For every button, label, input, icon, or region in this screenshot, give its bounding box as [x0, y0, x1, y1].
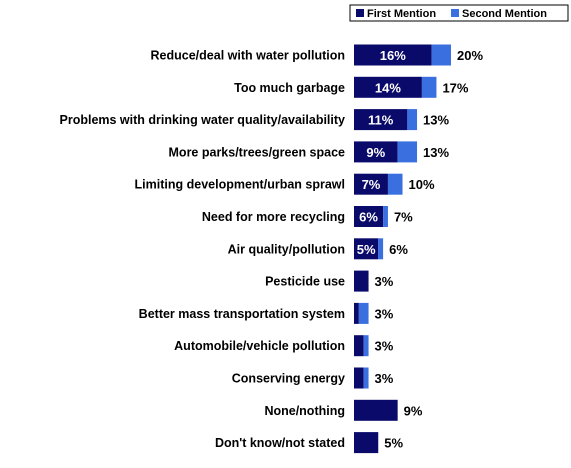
first-mention-value-label: 5%: [357, 242, 376, 257]
legend-swatch-second-mention: [451, 9, 459, 17]
total-value-label: 10%: [409, 177, 435, 192]
category-label: None/nothing: [264, 404, 345, 418]
bar-second-mention: [397, 141, 418, 163]
bar-first-mention: [354, 335, 364, 357]
bar-second-mention: [358, 302, 369, 324]
bar-first-mention: [354, 141, 398, 163]
total-value-label: 3%: [375, 339, 394, 354]
first-mention-value-label: 14%: [375, 80, 401, 95]
category-label: Need for more recycling: [202, 210, 345, 224]
total-value-label: 3%: [375, 306, 394, 321]
total-value-label: 3%: [375, 371, 394, 386]
bar-first-mention: [354, 109, 408, 131]
bar-second-mention: [407, 109, 418, 131]
category-label: Air quality/pollution: [228, 242, 345, 256]
bar-second-mention: [387, 173, 403, 195]
bar-first-mention: [354, 173, 388, 195]
category-label: Problems with drinking water quality/ava…: [60, 113, 346, 127]
total-value-label: 9%: [404, 403, 423, 418]
category-label: Conserving energy: [232, 372, 345, 386]
category-label: Reduce/deal with water pollution: [151, 49, 345, 63]
category-label: More parks/trees/green space: [169, 145, 346, 159]
first-mention-value-label: 16%: [380, 48, 406, 63]
first-mention-value-label: 9%: [366, 145, 385, 160]
category-label: Pesticide use: [265, 275, 345, 289]
bar-first-mention: [354, 367, 364, 389]
total-value-label: 17%: [442, 80, 468, 95]
bar-second-mention: [378, 238, 384, 260]
chart-legend: First Mention Second Mention: [349, 4, 569, 22]
bar-second-mention: [383, 206, 388, 227]
total-value-label: 13%: [423, 113, 449, 128]
legend-label-first-mention: First Mention: [367, 8, 436, 20]
bar-first-mention: [354, 44, 432, 66]
plot-area: Reduce/deal with water pollution 16% 20% To…: [60, 44, 483, 454]
legend-label-second-mention: Second Mention: [462, 8, 547, 20]
bar-first-mention: [354, 432, 379, 454]
bar-second-mention: [363, 335, 369, 357]
bar-second-mention: [431, 44, 451, 66]
bar-second-mention: [421, 76, 437, 98]
bar-first-mention: [354, 399, 398, 421]
bar-first-mention: [354, 206, 384, 227]
first-mention-value-label: 11%: [368, 113, 394, 128]
category-label: Better mass transportation system: [139, 307, 345, 321]
category-label: Don't know/not stated: [215, 436, 345, 450]
total-value-label: 13%: [423, 145, 449, 160]
category-label: Automobile/vehicle pollution: [174, 339, 345, 353]
legend-swatch-first-mention: [356, 9, 364, 17]
category-label: Too much garbage: [234, 81, 345, 95]
bar-second-mention: [363, 367, 369, 389]
bar-first-mention: [354, 302, 359, 324]
total-value-label: 6%: [389, 242, 408, 257]
total-value-label: 7%: [394, 210, 413, 225]
bar-first-mention: [354, 270, 369, 292]
bar-first-mention: [354, 76, 422, 98]
first-mention-value-label: 7%: [362, 177, 381, 192]
total-value-label: 20%: [457, 48, 483, 63]
category-label: Limiting development/urban sprawl: [135, 178, 345, 192]
first-mention-value-label: 6%: [359, 210, 378, 225]
total-value-label: 3%: [375, 274, 394, 289]
bar-first-mention: [354, 238, 379, 260]
total-value-label: 5%: [384, 436, 403, 451]
